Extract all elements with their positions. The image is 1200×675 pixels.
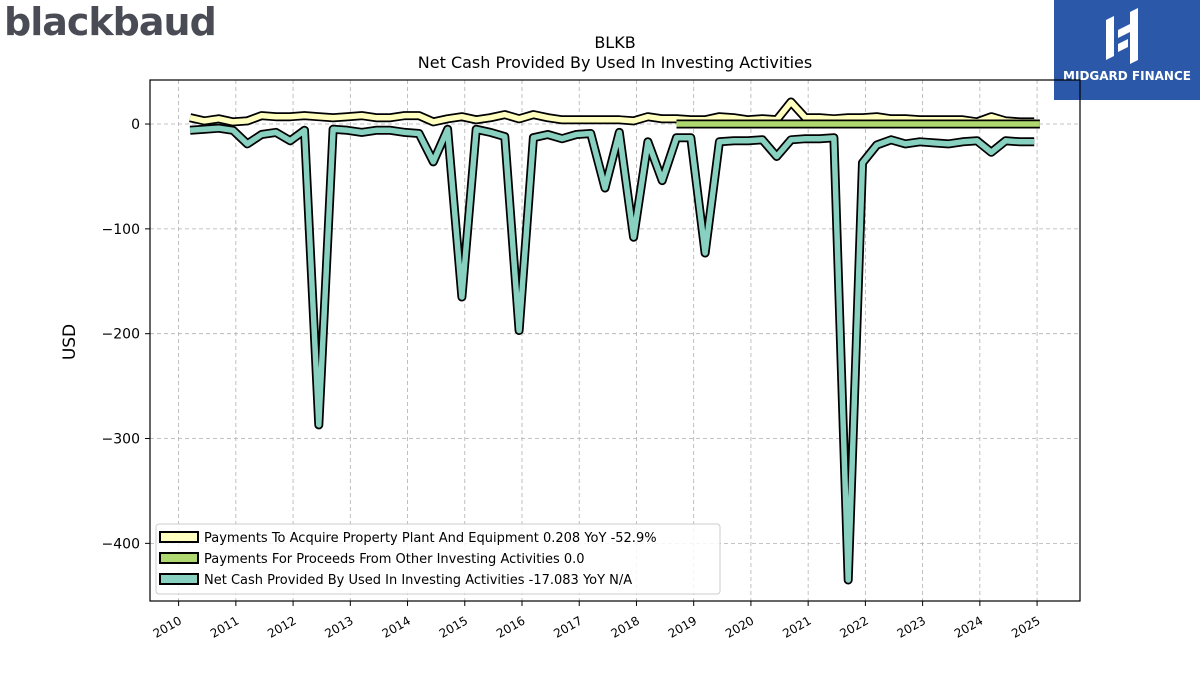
x-tick-label: 2010 [151,613,184,640]
x-tick-label: 2020 [723,613,756,640]
x-tick-label: 2018 [609,613,642,640]
x-tick-label: 2016 [494,613,527,640]
y-tick-label: −100 [102,222,140,238]
plot-series [189,97,1040,585]
axes-frame [149,79,1081,602]
midgard-finance-text: MIDGARD FINANCE [1063,69,1191,83]
legend-swatch [159,531,199,543]
y-tick-label: −200 [102,327,140,343]
midgard-finance-logo: MIDGARD FINANCE [1054,0,1200,100]
x-tick-label: 2025 [1009,613,1042,640]
chart-title: BLKB [594,33,635,52]
x-axis-ticks: 2010 2011 2012 2013 2014 2015 2016 2017 2018 2019… [151,601,1043,641]
legend-swatch [159,552,199,564]
ppe-series-line [189,97,1035,127]
y-tick-label: −300 [102,432,140,448]
midgard-finance-emblem-icon [1106,8,1138,64]
x-tick-label: 2012 [265,613,298,640]
chart-subtitle: Net Cash Provided By Used In Investing A… [418,53,812,72]
x-tick-label: 2015 [437,613,470,640]
legend-swatch [159,573,199,585]
x-tick-label: 2023 [895,613,928,640]
chart-legend: Payments To Acquire Property Plant And E… [155,523,721,595]
y-axis-label: USD [60,324,80,360]
net-cash-series-line [189,123,1035,585]
x-tick-label: 2024 [952,613,985,640]
x-tick-label: 2022 [837,613,870,640]
legend-box [155,523,721,595]
legend-entry-label: Payments For Proceeds From Other Investi… [204,552,585,567]
x-tick-label: 2017 [551,613,584,640]
x-tick-label: 2014 [380,613,413,640]
x-tick-label: 2019 [666,613,699,640]
legend-entry-label: Payments To Acquire Property Plant And E… [204,531,657,546]
series-stroke [189,99,1035,125]
x-tick-label: 2011 [208,613,241,640]
y-tick-label: −400 [102,536,140,552]
legend-entry-label: Net Cash Provided By Used In Investing A… [204,573,632,588]
x-tick-label: 2021 [780,613,813,640]
y-tick-label: 0 [131,117,140,133]
series-stroke [189,125,1035,583]
y-axis-ticks: 0 −100 −200 −300 −400 [102,117,150,552]
x-tick-label: 2013 [322,613,355,640]
blackbaud-logo: blackbaud [4,0,217,44]
